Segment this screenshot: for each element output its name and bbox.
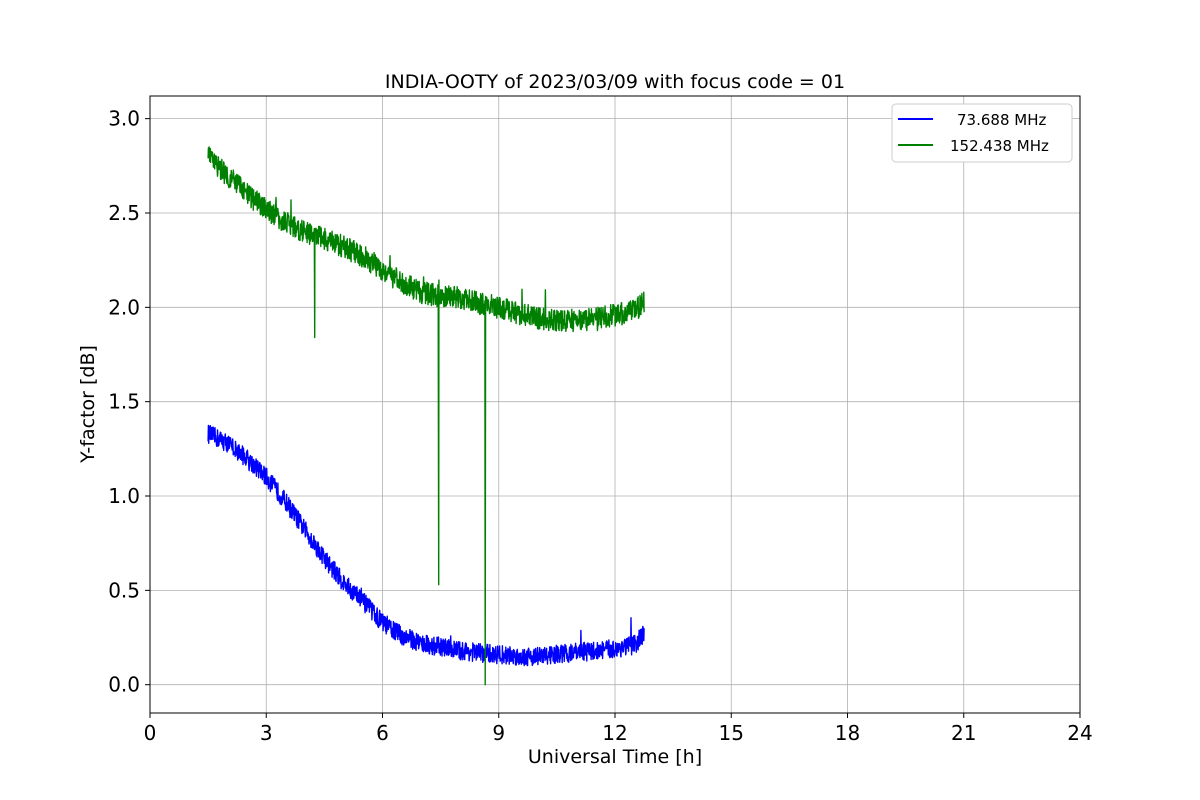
x-tick-label: 3 [260, 721, 273, 745]
chart-title: INDIA-OOTY of 2023/03/09 with focus code… [385, 71, 845, 93]
series-line-1 [207, 146, 645, 686]
legend: 73.688 MHz 152.438 MHz [891, 103, 1073, 163]
y-tick-label: 1.5 [108, 390, 140, 414]
y-tick-label: 2.5 [108, 201, 140, 225]
x-tick-label: 12 [602, 721, 627, 745]
y-tick-label: 3.0 [108, 107, 140, 131]
y-axis-label: Y-factor [dB] [77, 345, 99, 464]
series-layer [207, 146, 645, 686]
legend-label-73mhz: 73.688 MHz [957, 111, 1046, 129]
x-tick-label: 21 [951, 721, 976, 745]
legend-label-152mhz: 152.438 MHz [950, 137, 1049, 155]
x-tick-label: 9 [492, 721, 505, 745]
y-tick-label: 0.0 [108, 673, 140, 697]
y-tick-label: 0.5 [108, 578, 140, 602]
series-line-0 [207, 424, 645, 667]
y-tick-label: 2.0 [108, 295, 140, 319]
x-tick-label: 15 [719, 721, 744, 745]
x-tick-label: 18 [835, 721, 860, 745]
x-tick-label: 0 [144, 721, 157, 745]
x-tick-label: 6 [376, 721, 389, 745]
x-axis-label: Universal Time [h] [528, 746, 702, 768]
x-axis: 0 3 6 9 12 15 18 21 24 [144, 713, 1093, 745]
x-tick-label: 24 [1067, 721, 1092, 745]
legend-frame [891, 103, 1073, 163]
y-tick-label: 1.0 [108, 484, 140, 508]
y-axis: 0.0 0.5 1.0 1.5 2.0 2.5 3.0 [108, 107, 150, 697]
